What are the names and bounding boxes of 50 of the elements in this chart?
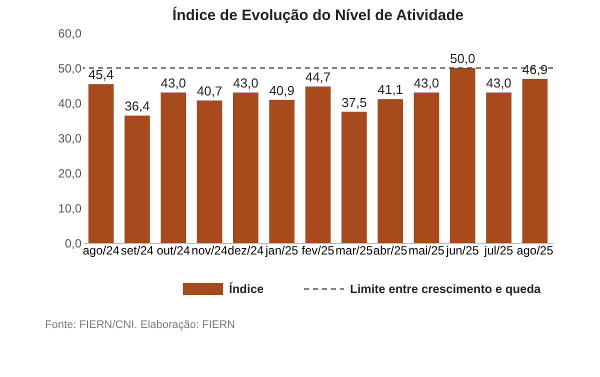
data-label: 43,0 (233, 76, 258, 90)
x-tick-label: nov/24 (192, 244, 228, 258)
bar (88, 84, 114, 243)
chart-title: Índice de Evolução do Nível de Atividade (172, 6, 464, 24)
data-label: 50,0 (450, 51, 476, 66)
data-label: 43,0 (486, 76, 512, 90)
bar (305, 86, 331, 243)
bar (486, 92, 512, 243)
x-tick-label: set/24 (120, 244, 154, 258)
bar (124, 116, 150, 243)
y-tick-label: 20,0 (58, 166, 82, 180)
bar (269, 100, 294, 243)
x-tick-label: jul/25 (483, 244, 514, 258)
x-tick-label: ago/25 (516, 244, 554, 258)
y-tick-label: 60,0 (58, 26, 82, 40)
data-label: 41,1 (378, 82, 403, 98)
data-label: 45,4 (88, 67, 114, 82)
y-tick-label: 0,0 (64, 236, 82, 250)
data-label: 40,9 (269, 82, 294, 98)
bar (378, 99, 403, 243)
bar (522, 78, 548, 243)
data-label: 44,7 (305, 70, 331, 85)
legend-label: Limite entre crescimento e queda (350, 282, 542, 296)
x-tick-label: jan/25 (264, 244, 299, 258)
legend-label: Índice (229, 282, 264, 296)
x-tick-label: mar/25 (335, 244, 374, 258)
data-label: 36,4 (124, 98, 150, 114)
x-tick-label: jun/25 (445, 244, 480, 258)
y-tick-label: 30,0 (58, 132, 82, 146)
y-tick-label: 10,0 (58, 202, 82, 216)
bar (342, 112, 367, 243)
x-tick-label: abr/25 (373, 244, 408, 258)
data-label: 37,5 (342, 94, 367, 110)
y-tick-label: 40,0 (58, 96, 82, 110)
bar (160, 92, 186, 243)
x-tick-label: fev/25 (302, 244, 335, 258)
data-label: 43,0 (414, 76, 440, 90)
x-tick-label: out/24 (156, 244, 190, 258)
data-label: 46,9 (522, 62, 548, 77)
x-tick-label: dez/24 (228, 244, 264, 258)
bar (450, 68, 476, 243)
data-label: 43,0 (160, 76, 186, 90)
y-tick-label: 50,0 (58, 62, 82, 76)
x-tick-label: ago/24 (82, 244, 120, 258)
data-label: 40,7 (196, 84, 222, 99)
bar (414, 92, 440, 243)
bar (196, 100, 222, 243)
source-note: Fonte: FIERN/CNI. Elaboração: FIERN (45, 319, 236, 331)
x-tick-label: mai/25 (408, 244, 445, 258)
bar (233, 92, 258, 243)
